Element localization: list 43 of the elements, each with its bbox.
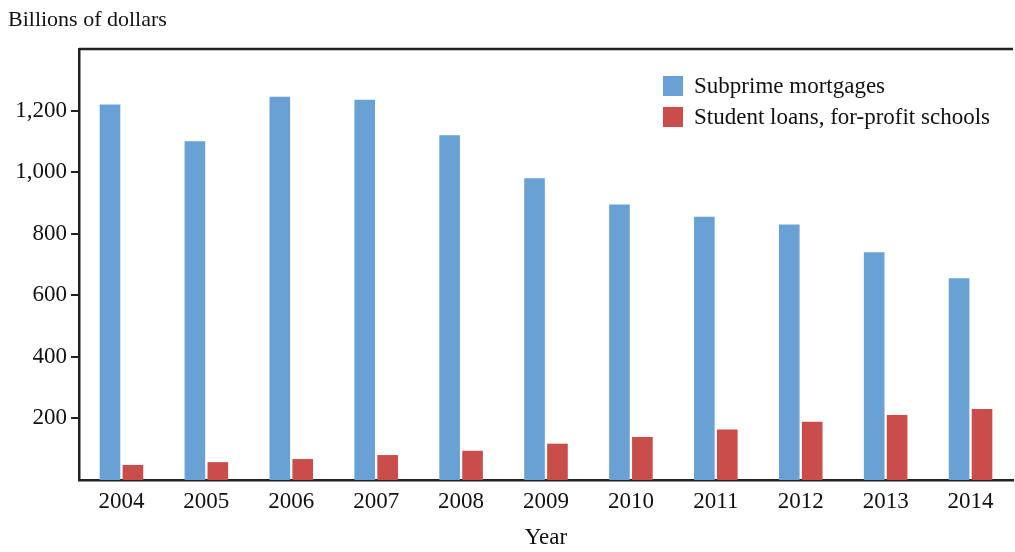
bar xyxy=(609,204,630,480)
y-tick-label: 1,000 xyxy=(15,158,67,184)
bar xyxy=(184,141,206,480)
y-tick-label: 800 xyxy=(32,219,67,245)
x-tick-label: 2010 xyxy=(607,487,654,513)
x-axis-title: Year xyxy=(524,524,568,550)
bar xyxy=(462,450,483,480)
x-tick-label: 2014 xyxy=(947,487,995,513)
bar xyxy=(948,278,970,480)
x-tick-label: 2005 xyxy=(183,487,230,513)
x-tick-label: 2011 xyxy=(693,487,739,513)
x-tick-label: 2008 xyxy=(438,487,485,513)
bar xyxy=(269,96,291,480)
x-tick-label: 2013 xyxy=(862,487,909,513)
x-tick-label: 2007 xyxy=(353,487,400,513)
bar xyxy=(547,443,568,480)
bar xyxy=(122,464,144,480)
x-tick-label: 2004 xyxy=(98,487,145,513)
bar xyxy=(716,429,738,480)
bar xyxy=(971,408,993,480)
bar xyxy=(863,252,885,480)
y-tick-label: 400 xyxy=(32,342,67,368)
bar xyxy=(801,421,823,480)
y-axis-title: Billions of dollars xyxy=(8,6,167,32)
bar xyxy=(632,436,653,480)
bar xyxy=(292,459,314,480)
bar xyxy=(207,462,229,480)
x-tick-label: 2012 xyxy=(777,487,824,513)
bar xyxy=(694,216,715,480)
bar xyxy=(377,455,398,480)
bar xyxy=(439,135,460,480)
bar xyxy=(354,99,376,480)
legend-label: Student loans, for-profit schools xyxy=(694,103,990,131)
y-tick-label: 1,200 xyxy=(15,96,67,122)
bar xyxy=(778,224,800,480)
x-tick-label: 2009 xyxy=(523,487,569,513)
legend-label: Subprime mortgages xyxy=(694,72,886,100)
bar xyxy=(524,178,545,480)
x-tick-label: 2006 xyxy=(268,487,315,513)
y-tick-label: 200 xyxy=(32,404,67,430)
bar xyxy=(99,104,121,480)
bar xyxy=(886,415,908,480)
y-tick-label: 600 xyxy=(32,281,67,307)
